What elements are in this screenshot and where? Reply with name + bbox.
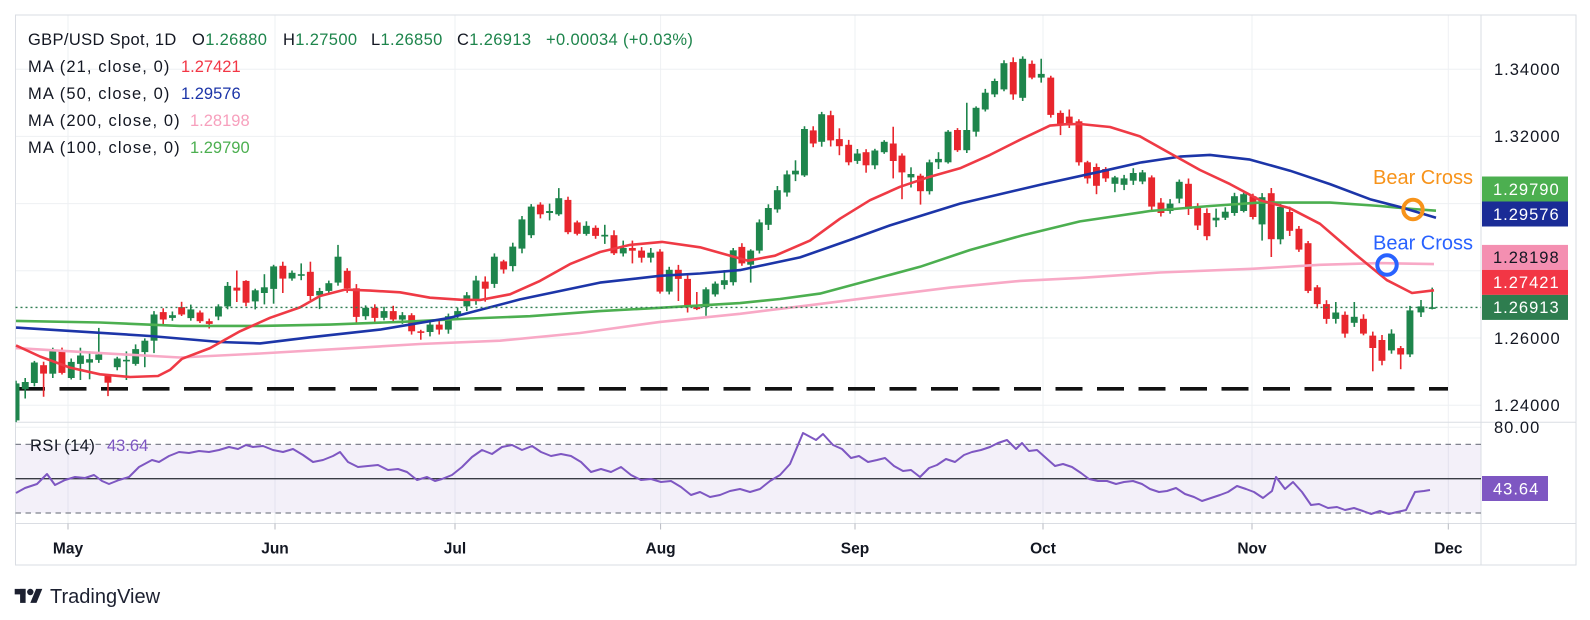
svg-text:1.29790: 1.29790 (1493, 181, 1560, 199)
svg-text:Oct: Oct (1030, 541, 1056, 558)
svg-text:1.24000: 1.24000 (1494, 397, 1561, 415)
svg-text:Nov: Nov (1237, 541, 1267, 558)
svg-text:Bear Cross: Bear Cross (1373, 233, 1473, 255)
svg-text:1.26000: 1.26000 (1494, 330, 1561, 348)
svg-text:RSI (14)43.64: RSI (14) 43.64 (30, 437, 148, 455)
svg-text:Sep: Sep (841, 541, 869, 558)
svg-text:TradingView: TradingView (50, 586, 161, 608)
svg-text:43.64: 43.64 (1493, 480, 1539, 498)
svg-text:MA (100, close, 0)1.29790: MA (100, close, 0) 1.29790 (28, 139, 250, 157)
svg-text:Bear Cross: Bear Cross (1373, 167, 1473, 189)
svg-text:GBP/USD Spot, 1D O1.26880 H1.2: GBP/USD Spot, 1D O1.26880 H1.27500 L1.26… (28, 31, 693, 49)
svg-text:Jul: Jul (444, 541, 466, 558)
svg-text:1.32000: 1.32000 (1494, 128, 1561, 146)
svg-text:Dec: Dec (1434, 541, 1463, 558)
svg-text:80.00: 80.00 (1494, 419, 1540, 437)
svg-text:Jun: Jun (261, 541, 289, 558)
svg-text:1.29576: 1.29576 (1493, 206, 1560, 224)
svg-text:MA (21, close, 0)1.27421: MA (21, close, 0) 1.27421 (28, 58, 241, 76)
svg-text:MA (50, close, 0)1.29576: MA (50, close, 0) 1.29576 (28, 85, 241, 103)
svg-text:1.28198: 1.28198 (1493, 249, 1560, 267)
svg-text:MA (200, close, 0)1.28198: MA (200, close, 0) 1.28198 (28, 112, 250, 130)
svg-text:1.34000: 1.34000 (1494, 61, 1561, 79)
svg-text:1.27421: 1.27421 (1493, 274, 1560, 292)
svg-text:Aug: Aug (646, 541, 676, 558)
svg-text:May: May (53, 541, 84, 558)
svg-text:1.26913: 1.26913 (1493, 299, 1560, 317)
